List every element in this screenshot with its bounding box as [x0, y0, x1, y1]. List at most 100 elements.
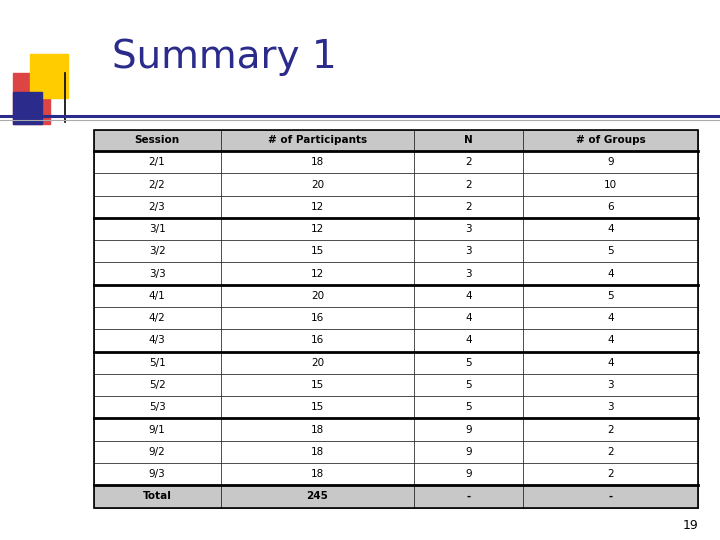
Bar [523, 262, 698, 285]
Text: 18: 18 [311, 424, 324, 435]
Text: 5/3: 5/3 [149, 402, 166, 413]
Text: 20: 20 [311, 358, 324, 368]
Text: 4: 4 [608, 313, 614, 323]
Bar [94, 307, 220, 329]
Text: 9: 9 [465, 447, 472, 457]
Text: 9: 9 [465, 424, 472, 435]
Text: Summary 1: Summary 1 [112, 38, 336, 76]
Bar [94, 195, 220, 218]
Text: 12: 12 [311, 202, 324, 212]
Bar [414, 262, 523, 285]
Bar [220, 262, 414, 285]
Text: 2: 2 [465, 202, 472, 212]
Bar [220, 463, 414, 485]
Bar [94, 285, 220, 307]
Bar [414, 441, 523, 463]
Bar [94, 329, 220, 352]
Text: 4: 4 [608, 335, 614, 346]
Bar [414, 307, 523, 329]
Text: 3: 3 [465, 268, 472, 279]
Text: # of Participants: # of Participants [268, 136, 367, 145]
Bar [523, 307, 698, 329]
Bar [414, 352, 523, 374]
Text: 18: 18 [311, 157, 324, 167]
Bar [414, 396, 523, 419]
Text: 4/1: 4/1 [149, 291, 166, 301]
Text: 4: 4 [608, 224, 614, 234]
Text: 6: 6 [608, 202, 614, 212]
Bar [523, 485, 698, 508]
Text: 4: 4 [465, 291, 472, 301]
Bar [523, 329, 698, 352]
Text: 2: 2 [608, 447, 614, 457]
Text: 4: 4 [465, 313, 472, 323]
Bar [220, 285, 414, 307]
Bar [94, 463, 220, 485]
Text: 3/1: 3/1 [149, 224, 166, 234]
Text: 4: 4 [608, 268, 614, 279]
Text: 5: 5 [608, 291, 614, 301]
Bar [220, 240, 414, 262]
Text: 5: 5 [465, 358, 472, 368]
Bar [220, 485, 414, 508]
Text: # of Groups: # of Groups [576, 136, 646, 145]
Text: 5/1: 5/1 [149, 358, 166, 368]
Bar [414, 285, 523, 307]
Text: 12: 12 [311, 268, 324, 279]
Text: 5: 5 [465, 380, 472, 390]
Bar [414, 418, 523, 441]
Bar [523, 218, 698, 240]
Text: 3: 3 [608, 402, 614, 413]
Text: 9/2: 9/2 [149, 447, 166, 457]
Text: 5: 5 [465, 402, 472, 413]
Text: 15: 15 [311, 380, 324, 390]
Bar [523, 240, 698, 262]
Text: 3: 3 [465, 224, 472, 234]
Bar [414, 329, 523, 352]
Bar [220, 218, 414, 240]
Text: -: - [467, 491, 471, 502]
Text: N: N [464, 136, 473, 145]
Bar [414, 195, 523, 218]
Text: 2: 2 [608, 424, 614, 435]
Bar [220, 173, 414, 195]
Bar [414, 463, 523, 485]
Bar [220, 151, 414, 173]
Text: 15: 15 [311, 402, 324, 413]
Text: 4/3: 4/3 [149, 335, 166, 346]
Text: 2: 2 [465, 179, 472, 190]
Text: 10: 10 [604, 179, 617, 190]
Bar [220, 307, 414, 329]
Text: 245: 245 [307, 491, 328, 502]
Bar [94, 218, 220, 240]
Bar [94, 485, 220, 508]
Bar [414, 173, 523, 195]
Text: 5: 5 [608, 246, 614, 256]
Bar [13, 73, 50, 124]
Bar [414, 374, 523, 396]
Bar [220, 418, 414, 441]
Bar [94, 173, 220, 195]
Text: Session: Session [135, 136, 180, 145]
Bar [13, 92, 42, 124]
Bar [414, 485, 523, 508]
Text: 2: 2 [465, 157, 472, 167]
Bar [94, 130, 220, 151]
Bar [94, 130, 698, 508]
Bar [414, 218, 523, 240]
Bar [220, 374, 414, 396]
Text: 2/1: 2/1 [149, 157, 166, 167]
Text: 2/2: 2/2 [149, 179, 166, 190]
Bar [220, 130, 414, 151]
Text: 3/2: 3/2 [149, 246, 166, 256]
Bar [220, 329, 414, 352]
Bar [523, 151, 698, 173]
Bar [94, 240, 220, 262]
Text: 9: 9 [465, 469, 472, 479]
Bar [523, 463, 698, 485]
Bar [523, 441, 698, 463]
Bar [220, 441, 414, 463]
Text: 2: 2 [608, 469, 614, 479]
Text: 16: 16 [311, 313, 324, 323]
Text: 18: 18 [311, 447, 324, 457]
